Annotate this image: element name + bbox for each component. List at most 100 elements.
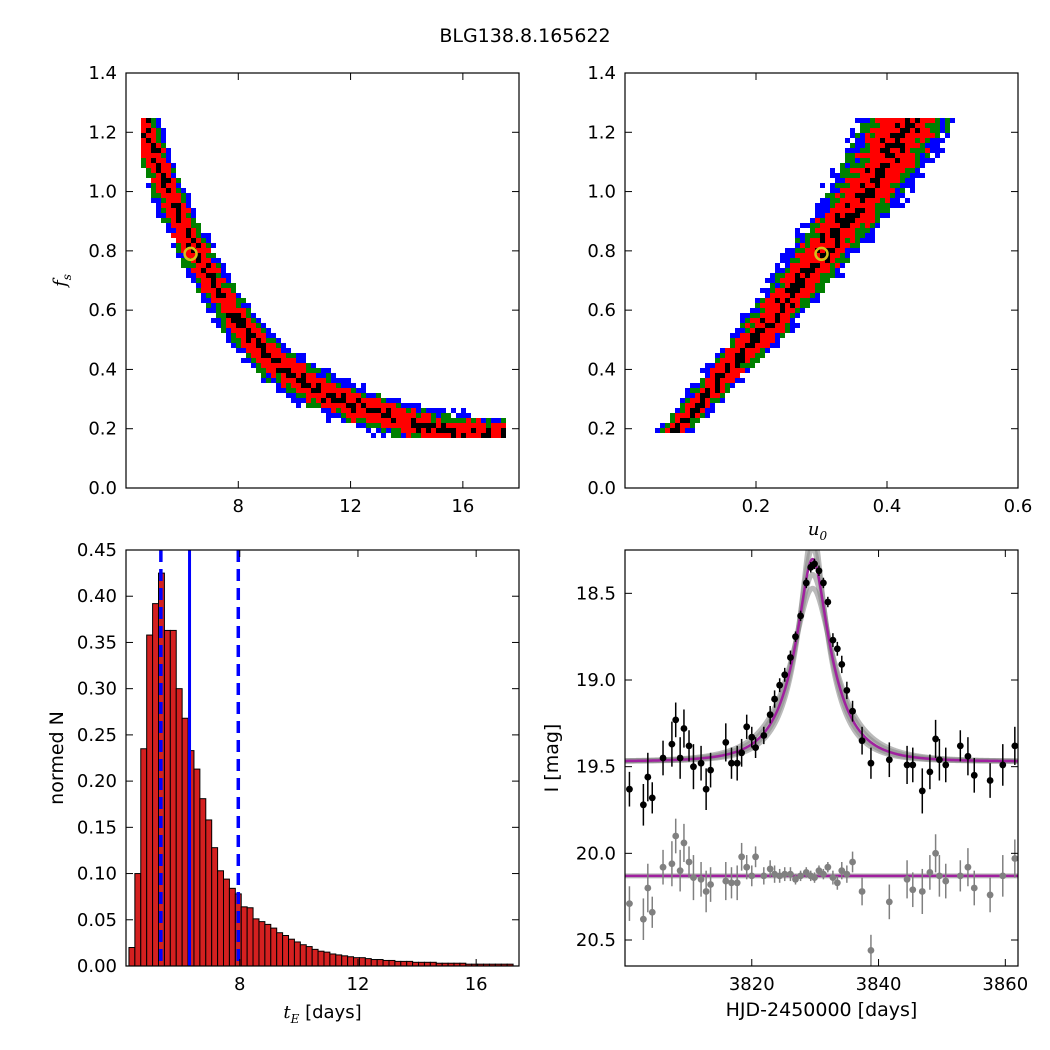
heatmap-cell xyxy=(740,358,745,363)
heatmap-cell xyxy=(710,363,715,368)
heatmap-cell xyxy=(211,273,216,278)
heatmap-cell xyxy=(241,303,246,308)
heatmap-cell xyxy=(316,388,321,393)
residual-point xyxy=(644,884,652,892)
heatmap-cell xyxy=(461,433,466,438)
heatmap-cell xyxy=(910,173,915,178)
residual-point xyxy=(858,888,866,895)
heatmap-cell xyxy=(845,148,850,153)
heatmap-cell xyxy=(790,268,795,273)
data-point xyxy=(738,749,746,757)
heatmap-cell xyxy=(705,363,710,368)
heatmap-cell xyxy=(915,143,920,148)
heatmap-cell xyxy=(216,293,221,298)
histogram-bar xyxy=(353,957,360,967)
heatmap-cell xyxy=(306,398,311,403)
data-point xyxy=(824,598,832,606)
heatmap-cell xyxy=(206,238,211,243)
heatmap-cell xyxy=(381,433,386,438)
heatmap-cell xyxy=(216,288,221,293)
heatmap-cell xyxy=(181,258,186,263)
heatmap-cell xyxy=(386,428,391,433)
heatmap-cell xyxy=(825,228,830,233)
x-tick-label: 3840 xyxy=(856,974,902,995)
heatmap-cell xyxy=(815,288,820,293)
heatmap-cell xyxy=(301,388,306,393)
heatmap-cell xyxy=(730,368,735,373)
heatmap-cell xyxy=(860,178,865,183)
heatmap-cell xyxy=(870,158,875,163)
heatmap-cell xyxy=(371,398,376,403)
heatmap-cell xyxy=(196,248,201,253)
heatmap-cell xyxy=(486,418,491,423)
heatmap-cell xyxy=(700,403,705,408)
heatmap-cell xyxy=(745,348,750,353)
heatmap-cell xyxy=(281,353,286,358)
heatmap-cell xyxy=(146,123,151,128)
heatmap-cell xyxy=(351,398,356,403)
heatmap-cell xyxy=(830,273,835,278)
heatmap-cell xyxy=(176,253,181,258)
heatmap-cell xyxy=(865,123,870,128)
heatmap-cell xyxy=(880,158,885,163)
heatmap-cell xyxy=(760,318,765,323)
heatmap-cell xyxy=(810,258,815,263)
heatmap-cell xyxy=(870,133,875,138)
heatmap-cell xyxy=(825,208,830,213)
heatmap-cell xyxy=(685,418,690,423)
heatmap-cell xyxy=(795,243,800,248)
heatmap-cell xyxy=(256,318,261,323)
y-tick-label: 0.8 xyxy=(88,241,117,262)
heatmap-cell xyxy=(845,233,850,238)
heatmap-cell xyxy=(830,168,835,173)
heatmap-cell xyxy=(411,403,416,408)
heatmap-cell xyxy=(181,263,186,268)
heatmap-cell xyxy=(850,203,855,208)
heatmap-cell xyxy=(366,408,371,413)
heatmap-cell xyxy=(845,243,850,248)
heatmap-cell xyxy=(855,233,860,238)
heatmap-cell xyxy=(865,228,870,233)
heatmap-cell xyxy=(351,418,356,423)
heatmap-cell xyxy=(486,428,491,433)
heatmap-cell xyxy=(870,168,875,173)
residual-point xyxy=(733,879,741,887)
heatmap-cell xyxy=(850,178,855,183)
heatmap-cell xyxy=(176,183,181,188)
residual-point xyxy=(986,891,994,899)
heatmap-cell xyxy=(715,353,720,358)
heatmap-cell xyxy=(860,133,865,138)
heatmap-cell xyxy=(436,433,441,438)
heatmap-cell xyxy=(241,328,246,333)
heatmap-cell xyxy=(296,373,301,378)
heatmap-cell xyxy=(201,253,206,258)
heatmap-cell xyxy=(940,128,945,133)
heatmap-cell xyxy=(735,363,740,368)
heatmap-cell xyxy=(905,118,910,123)
heatmap-cell xyxy=(855,138,860,143)
heatmap-cell xyxy=(785,288,790,293)
heatmap-cell xyxy=(221,303,226,308)
heatmap-cell xyxy=(685,413,690,418)
heatmap-cell xyxy=(226,273,231,278)
heatmap-cell xyxy=(446,413,451,418)
heatmap-cell xyxy=(211,308,216,313)
heatmap-cell xyxy=(900,123,905,128)
heatmap-cell xyxy=(680,408,685,413)
heatmap-cell xyxy=(750,318,755,323)
heatmap-cell xyxy=(695,393,700,398)
heatmap-cell xyxy=(236,308,241,313)
heatmap-cell xyxy=(810,223,815,228)
heatmap-cell xyxy=(835,193,840,198)
heatmap-cell xyxy=(905,198,910,203)
heatmap-cell xyxy=(156,183,161,188)
heatmap-cell xyxy=(920,138,925,143)
heatmap-cell xyxy=(795,303,800,308)
heatmap-cell xyxy=(845,163,850,168)
heatmap-cell xyxy=(805,303,810,308)
heatmap-cell xyxy=(151,178,156,183)
heatmap-cell xyxy=(271,353,276,358)
heatmap-cell xyxy=(800,298,805,303)
heatmap-cell xyxy=(890,168,895,173)
heatmap-cell xyxy=(775,293,780,298)
